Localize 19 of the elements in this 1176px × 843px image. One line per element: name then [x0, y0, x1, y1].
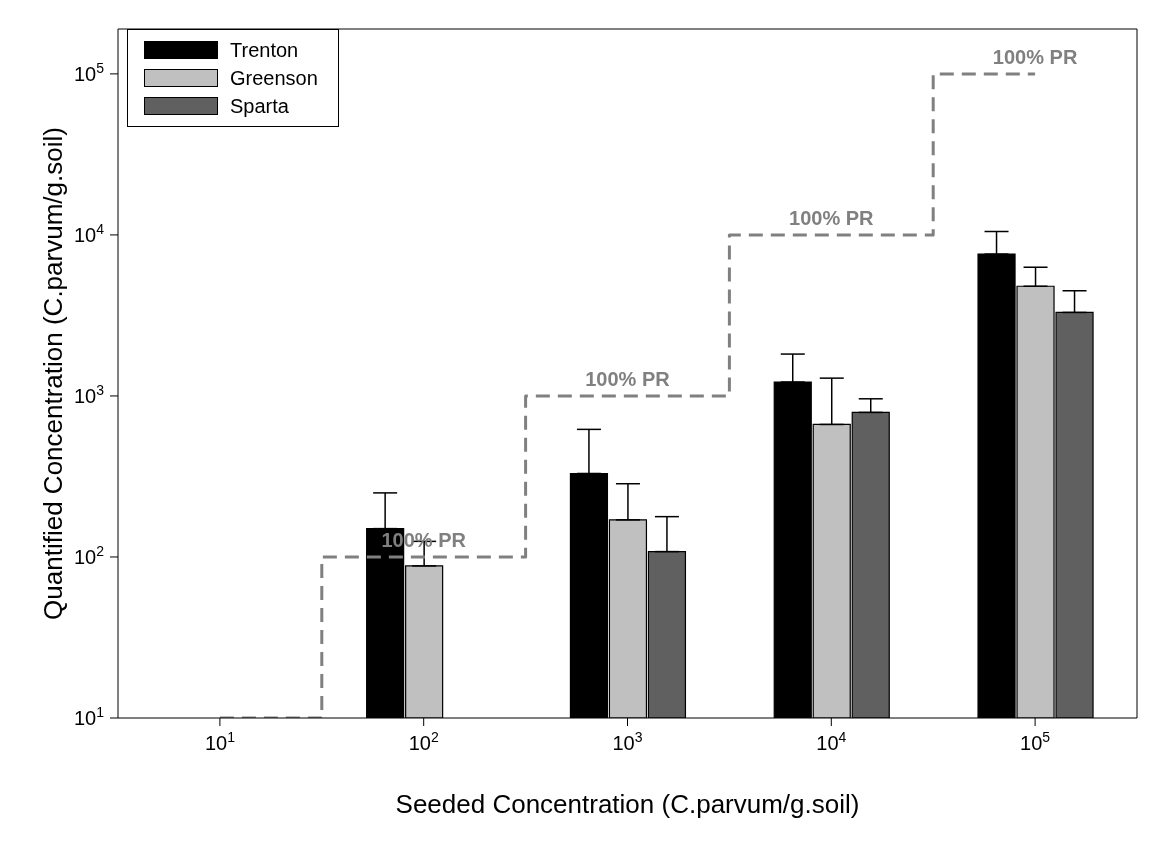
legend-label: Greenson — [230, 66, 318, 91]
x-tick-label: 10$^{4}$ — [816, 729, 847, 754]
x-tick-label: 10$^{3}$ — [612, 729, 643, 754]
x-tick-label: 10$^{2}$ — [408, 729, 439, 754]
annotation: 100% PR — [381, 528, 467, 551]
x-axis-title: Seeded Concentration (C.parvum/g.soil) — [395, 789, 860, 819]
y-tick-label: 10$^{3}$ — [73, 381, 105, 407]
annotation: 100% PR — [585, 367, 671, 390]
x-tick-label: 10$^{1}$ — [204, 729, 236, 754]
annotation: 100% PR — [789, 206, 875, 229]
annotation: 100% PR — [992, 45, 1078, 68]
y-tick-label: 10$^{5}$ — [73, 59, 105, 85]
legend-label: Trenton — [230, 38, 299, 63]
y-axis-title: Quantified Concentration (C.parvum/g.soil) — [38, 127, 69, 620]
x-tick-label: 10$^{5}$ — [1020, 729, 1051, 754]
y-tick-label: 10$^{4}$ — [73, 220, 105, 246]
y-tick-label: 10$^{2}$ — [73, 542, 105, 568]
y-tick-label: 10$^{1}$ — [73, 704, 105, 729]
legend-label: Sparta — [230, 94, 289, 119]
